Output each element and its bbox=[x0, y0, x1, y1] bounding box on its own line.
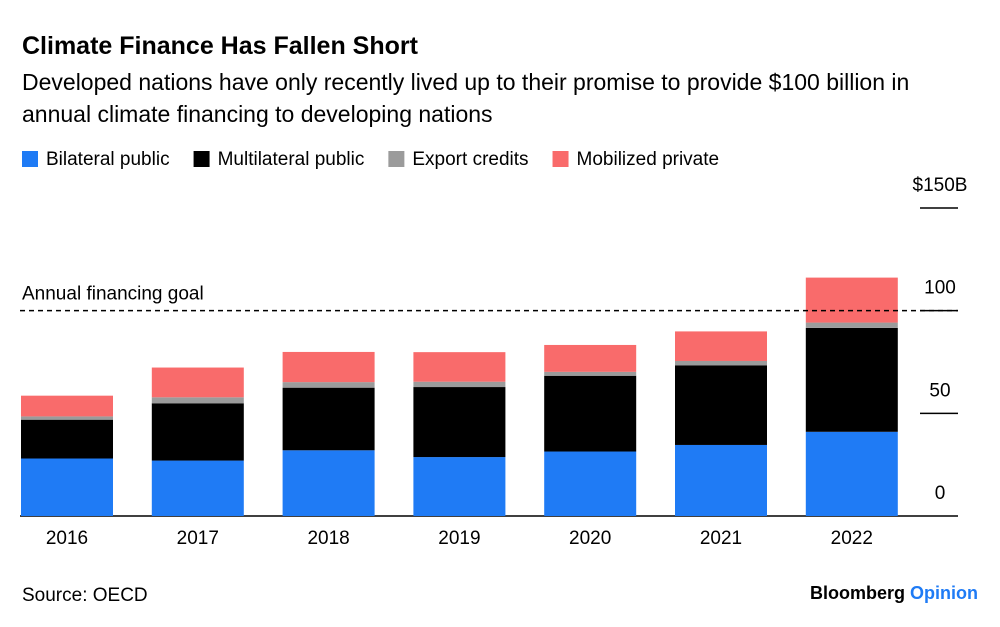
legend-label: Multilateral public bbox=[218, 149, 365, 170]
bar-segment bbox=[413, 381, 506, 388]
x-tick-label: 2017 bbox=[177, 528, 219, 549]
bar-segment bbox=[151, 367, 244, 398]
bar-segment bbox=[805, 322, 898, 328]
chart-subtitle: Developed nations have only recently liv… bbox=[22, 69, 910, 127]
x-tick-label: 2022 bbox=[831, 528, 873, 549]
x-tick-label: 2016 bbox=[46, 528, 88, 549]
bar-segment bbox=[675, 331, 767, 361]
bar-segment bbox=[544, 375, 637, 452]
bar-segment bbox=[544, 344, 637, 372]
x-tick-label: 2021 bbox=[700, 528, 742, 549]
bar-segment bbox=[675, 365, 767, 445]
bar-segment bbox=[21, 395, 113, 417]
x-tick-label: 2020 bbox=[569, 528, 611, 549]
legend-label: Mobilized private bbox=[577, 149, 720, 170]
source: Source: OECD bbox=[22, 585, 148, 606]
bar-segment bbox=[805, 431, 898, 516]
bar-segment bbox=[675, 360, 767, 366]
bar-segment bbox=[282, 450, 375, 516]
bar-segment bbox=[413, 457, 506, 516]
legend-label: Bilateral public bbox=[46, 149, 170, 170]
bar-segment bbox=[21, 419, 113, 459]
bar-segment bbox=[805, 277, 898, 323]
y-tick-label: 0 bbox=[935, 483, 946, 504]
y-tick-label: 100 bbox=[924, 278, 956, 299]
y-tick-label: $150B bbox=[913, 175, 968, 196]
goal-label: Annual financing goal bbox=[22, 284, 204, 305]
bar-segment bbox=[675, 444, 767, 516]
bar-segment bbox=[413, 387, 506, 458]
legend-swatch bbox=[193, 151, 210, 167]
bar-segment bbox=[282, 351, 375, 383]
bar-segment bbox=[21, 416, 113, 420]
legend-swatch bbox=[388, 151, 405, 167]
bar-segment bbox=[282, 382, 375, 388]
credit: Bloomberg Opinion bbox=[810, 583, 978, 603]
credit-section: Opinion bbox=[910, 583, 978, 603]
bar-segment bbox=[151, 460, 244, 516]
bar-segment bbox=[151, 403, 244, 461]
y-tick-label: 50 bbox=[929, 380, 950, 401]
bar-segment bbox=[805, 327, 898, 432]
legend-swatch bbox=[22, 151, 38, 167]
chart-title: Climate Finance Has Fallen Short bbox=[22, 32, 418, 60]
x-tick-label: 2019 bbox=[438, 528, 480, 549]
legend-swatch bbox=[552, 151, 569, 167]
x-tick-label: 2018 bbox=[307, 528, 349, 549]
bar-segment bbox=[21, 458, 113, 516]
bar-segment bbox=[544, 371, 637, 376]
bar-segment bbox=[413, 352, 506, 382]
bar-segment bbox=[544, 451, 637, 516]
bar-segment bbox=[282, 387, 375, 451]
credit-brand: Bloomberg bbox=[810, 583, 905, 603]
legend-label: Export credits bbox=[412, 149, 528, 170]
bar-segment bbox=[151, 397, 244, 404]
